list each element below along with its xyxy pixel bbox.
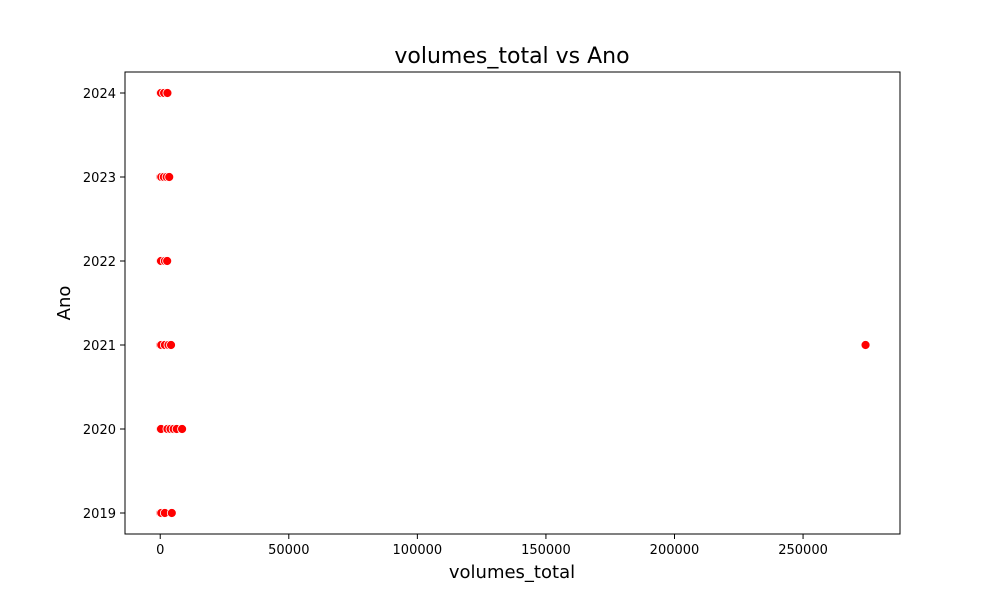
y-tick-label: 2020 [83,423,116,438]
x-tick-label: 100000 [393,543,443,558]
plot-area [155,88,871,518]
x-tick-label: 200000 [650,543,700,558]
y-tick-label: 2019 [83,507,116,522]
x-tick-label: 250000 [778,543,828,558]
x-tick-label: 50000 [268,543,309,558]
scatter-point [162,256,173,266]
scatter-point [162,88,173,98]
plot-frame [124,71,901,535]
scatter-point [177,424,187,434]
x-tick-label: 150000 [521,543,571,558]
y-tick-label: 2021 [83,339,116,354]
x-axis-label: volumes_total [449,562,575,583]
y-tick-label: 2023 [83,171,116,186]
scatter-point [164,172,175,182]
scatter-point [166,508,177,518]
scatter-point [166,340,176,350]
scatter-point [860,340,871,350]
x-tick-label: 0 [156,543,164,558]
y-tick-label: 2024 [83,87,116,102]
chart-title: volumes_total vs Ano [394,44,629,69]
y-axis-label: Ano [54,286,75,321]
y-tick-label: 2022 [83,255,116,270]
